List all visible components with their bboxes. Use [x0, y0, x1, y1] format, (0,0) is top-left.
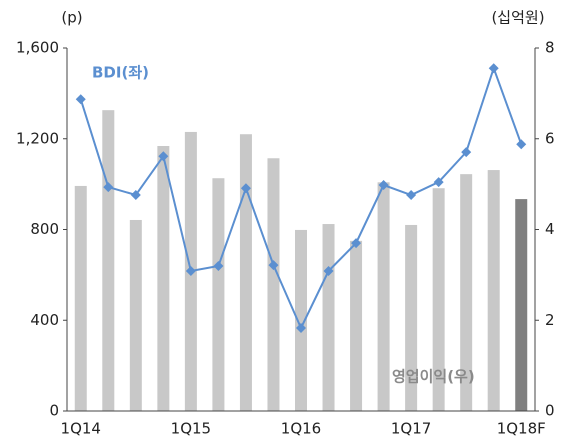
bar [295, 229, 307, 411]
y-tick-label: 0 [49, 402, 59, 420]
bar [74, 185, 87, 411]
marker [268, 260, 279, 271]
marker [296, 322, 306, 333]
y-tick-label: 400 [30, 311, 59, 329]
marker [488, 63, 499, 74]
marker [406, 190, 417, 201]
x-tick-label: 1Q18F [497, 420, 546, 438]
bar [460, 174, 473, 411]
marker [378, 180, 389, 191]
bar [432, 188, 445, 411]
bar [515, 199, 528, 411]
marker [185, 266, 196, 277]
marker [103, 182, 114, 193]
marker [433, 177, 444, 188]
marker [351, 238, 362, 249]
x-tick-label: 1Q17 [391, 420, 431, 438]
y-tick-label: 1,200 [16, 129, 59, 147]
marker [323, 266, 334, 277]
bar [129, 219, 142, 411]
y2-tick-label: 4 [545, 220, 555, 238]
bar [487, 170, 500, 411]
marker [213, 261, 224, 272]
bar [102, 110, 115, 411]
y-unit: (p) [61, 9, 82, 27]
bar [405, 224, 418, 411]
bar [267, 158, 280, 411]
x-tick-label: 1Q16 [281, 420, 321, 438]
legend-label: 영업이익(우) [392, 368, 475, 386]
bar [212, 178, 225, 411]
x-tick-label: 1Q15 [171, 420, 211, 438]
marker [75, 94, 86, 105]
bar [239, 134, 252, 411]
marker [240, 183, 251, 194]
bar [322, 224, 335, 411]
marker [158, 151, 169, 162]
legend-label: BDI(좌) [92, 64, 149, 82]
bar [377, 182, 390, 411]
y2-tick-label: 2 [545, 311, 555, 329]
y2-unit: (십억원) [491, 9, 544, 27]
bar [350, 240, 363, 411]
y2-tick-label: 8 [545, 39, 555, 57]
y2-tick-label: 6 [545, 129, 555, 147]
y-tick-label: 1,600 [16, 39, 59, 57]
marker [130, 190, 141, 201]
y-tick-label: 800 [30, 220, 59, 238]
y2-tick-label: 0 [545, 402, 555, 420]
x-tick-label: 1Q14 [61, 420, 101, 438]
bar [157, 146, 170, 411]
marker [516, 139, 527, 150]
marker [461, 147, 472, 158]
